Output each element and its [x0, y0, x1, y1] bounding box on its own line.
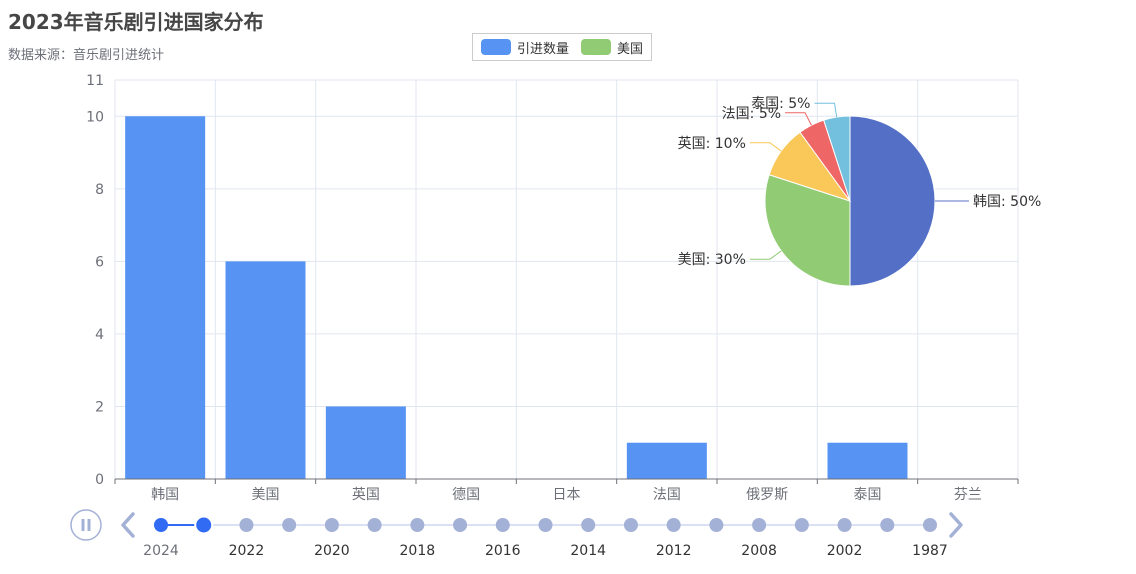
legend-item-import-count[interactable]: 引进数量	[481, 38, 569, 57]
timeline-label[interactable]: 2020	[314, 543, 350, 559]
timeline-label[interactable]: 2008	[741, 543, 777, 559]
legend-swatch-import-count	[481, 39, 511, 55]
y-tick-label: 4	[95, 327, 104, 343]
play-pause-ring	[70, 509, 102, 541]
timeline-label[interactable]: 2022	[229, 543, 265, 559]
pie-label-line	[814, 102, 838, 118]
play-pause-button[interactable]	[70, 509, 102, 541]
y-tick-label: 0	[95, 472, 104, 488]
x-tick-label: 俄罗斯	[746, 487, 788, 503]
timeline-dot[interactable]	[709, 518, 724, 532]
pie-chart: 韩国: 50% 美国: 30% 英国: 10% 法国: 5%泰国: 5%	[678, 96, 1041, 287]
timeline-dot[interactable]	[154, 518, 168, 532]
bar[interactable]	[125, 116, 206, 479]
timeline-label[interactable]: 2016	[485, 543, 521, 559]
timeline-dot[interactable]	[837, 518, 852, 532]
timeline-prev-button[interactable]	[121, 512, 135, 538]
timeline-label[interactable]: 2018	[400, 543, 436, 559]
legend: 引进数量 美国	[472, 33, 653, 61]
timeline: 2024 2022 2020 2018 2016 2014 2012 2008 2002 1987	[70, 509, 963, 559]
x-tick-label: 法国	[653, 487, 681, 503]
timeline-dot[interactable]	[923, 518, 937, 532]
timeline-label[interactable]: 2002	[827, 543, 863, 559]
timeline-dot[interactable]	[880, 518, 895, 532]
x-tick-label: 芬兰	[954, 487, 982, 503]
pie-label-line	[785, 112, 812, 126]
x-tick-label: 泰国	[854, 487, 882, 503]
timeline-dot[interactable]	[752, 518, 767, 532]
pie-label: 泰国: 5%	[751, 96, 810, 112]
bar[interactable]	[325, 406, 406, 479]
y-tick-label: 8	[95, 182, 104, 198]
timeline-dot[interactable]	[495, 518, 510, 532]
timeline-dot[interactable]	[367, 518, 382, 532]
bar-axes: 0 2 4 6 8 10 11 韩国 美国 英国 德国 日本 法国 俄罗斯 泰国 芬兰	[86, 73, 1019, 503]
bar[interactable]	[626, 442, 707, 479]
timeline-dot[interactable]	[410, 518, 425, 532]
y-tick-label: 6	[95, 254, 104, 270]
y-tick-label: 2	[95, 399, 104, 415]
timeline-dot[interactable]	[623, 518, 638, 532]
chart-subtitle: 数据来源：音乐剧引进统计	[8, 48, 165, 63]
legend-item-usa[interactable]: 美国	[581, 38, 643, 57]
pie-label-line	[749, 250, 782, 260]
pie-label-line	[749, 142, 782, 152]
x-tick-label: 韩国	[151, 487, 179, 503]
y-tick-label: 11	[86, 73, 104, 89]
timeline-current-marker[interactable]	[194, 515, 214, 535]
bar-series	[125, 116, 908, 479]
timeline-label[interactable]: 2014	[570, 543, 606, 559]
timeline-label[interactable]: 2024	[143, 543, 179, 559]
x-tick-label: 美国	[252, 487, 280, 503]
pie-label: 英国: 10%	[678, 135, 746, 152]
timeline-dot[interactable]	[324, 518, 339, 532]
timeline-dot[interactable]	[453, 518, 468, 532]
pause-bar-right	[87, 519, 91, 531]
timeline-next-button[interactable]	[949, 512, 963, 538]
y-tick-label: 10	[86, 109, 104, 125]
timeline-label[interactable]: 1987	[912, 543, 948, 559]
chart-title: 2023年音乐剧引进国家分布	[8, 10, 264, 34]
timeline-dot[interactable]	[666, 518, 681, 532]
pie-label: 韩国: 50%	[973, 194, 1041, 210]
pie-label: 美国: 30%	[678, 252, 746, 268]
pie-slice[interactable]	[849, 115, 936, 287]
timeline-dot[interactable]	[282, 518, 297, 532]
pie-slice[interactable]	[764, 174, 851, 287]
x-tick-label: 英国	[352, 486, 380, 503]
timeline-dot[interactable]	[794, 518, 809, 532]
legend-label-usa: 美国	[617, 41, 644, 57]
x-tick-label: 德国	[452, 487, 480, 503]
timeline-dot[interactable]	[581, 518, 596, 532]
pie-label: 法国: 5%	[722, 106, 781, 122]
timeline-dot[interactable]	[239, 518, 254, 532]
legend-swatch-usa	[581, 39, 612, 55]
legend-label-import-count: 引进数量	[517, 41, 570, 57]
x-tick-label: 日本	[553, 487, 581, 503]
bar[interactable]	[827, 442, 908, 479]
timeline-dot[interactable]	[538, 518, 553, 532]
pause-bar-left	[81, 519, 85, 531]
bar[interactable]	[225, 261, 306, 479]
timeline-label[interactable]: 2012	[656, 543, 692, 559]
